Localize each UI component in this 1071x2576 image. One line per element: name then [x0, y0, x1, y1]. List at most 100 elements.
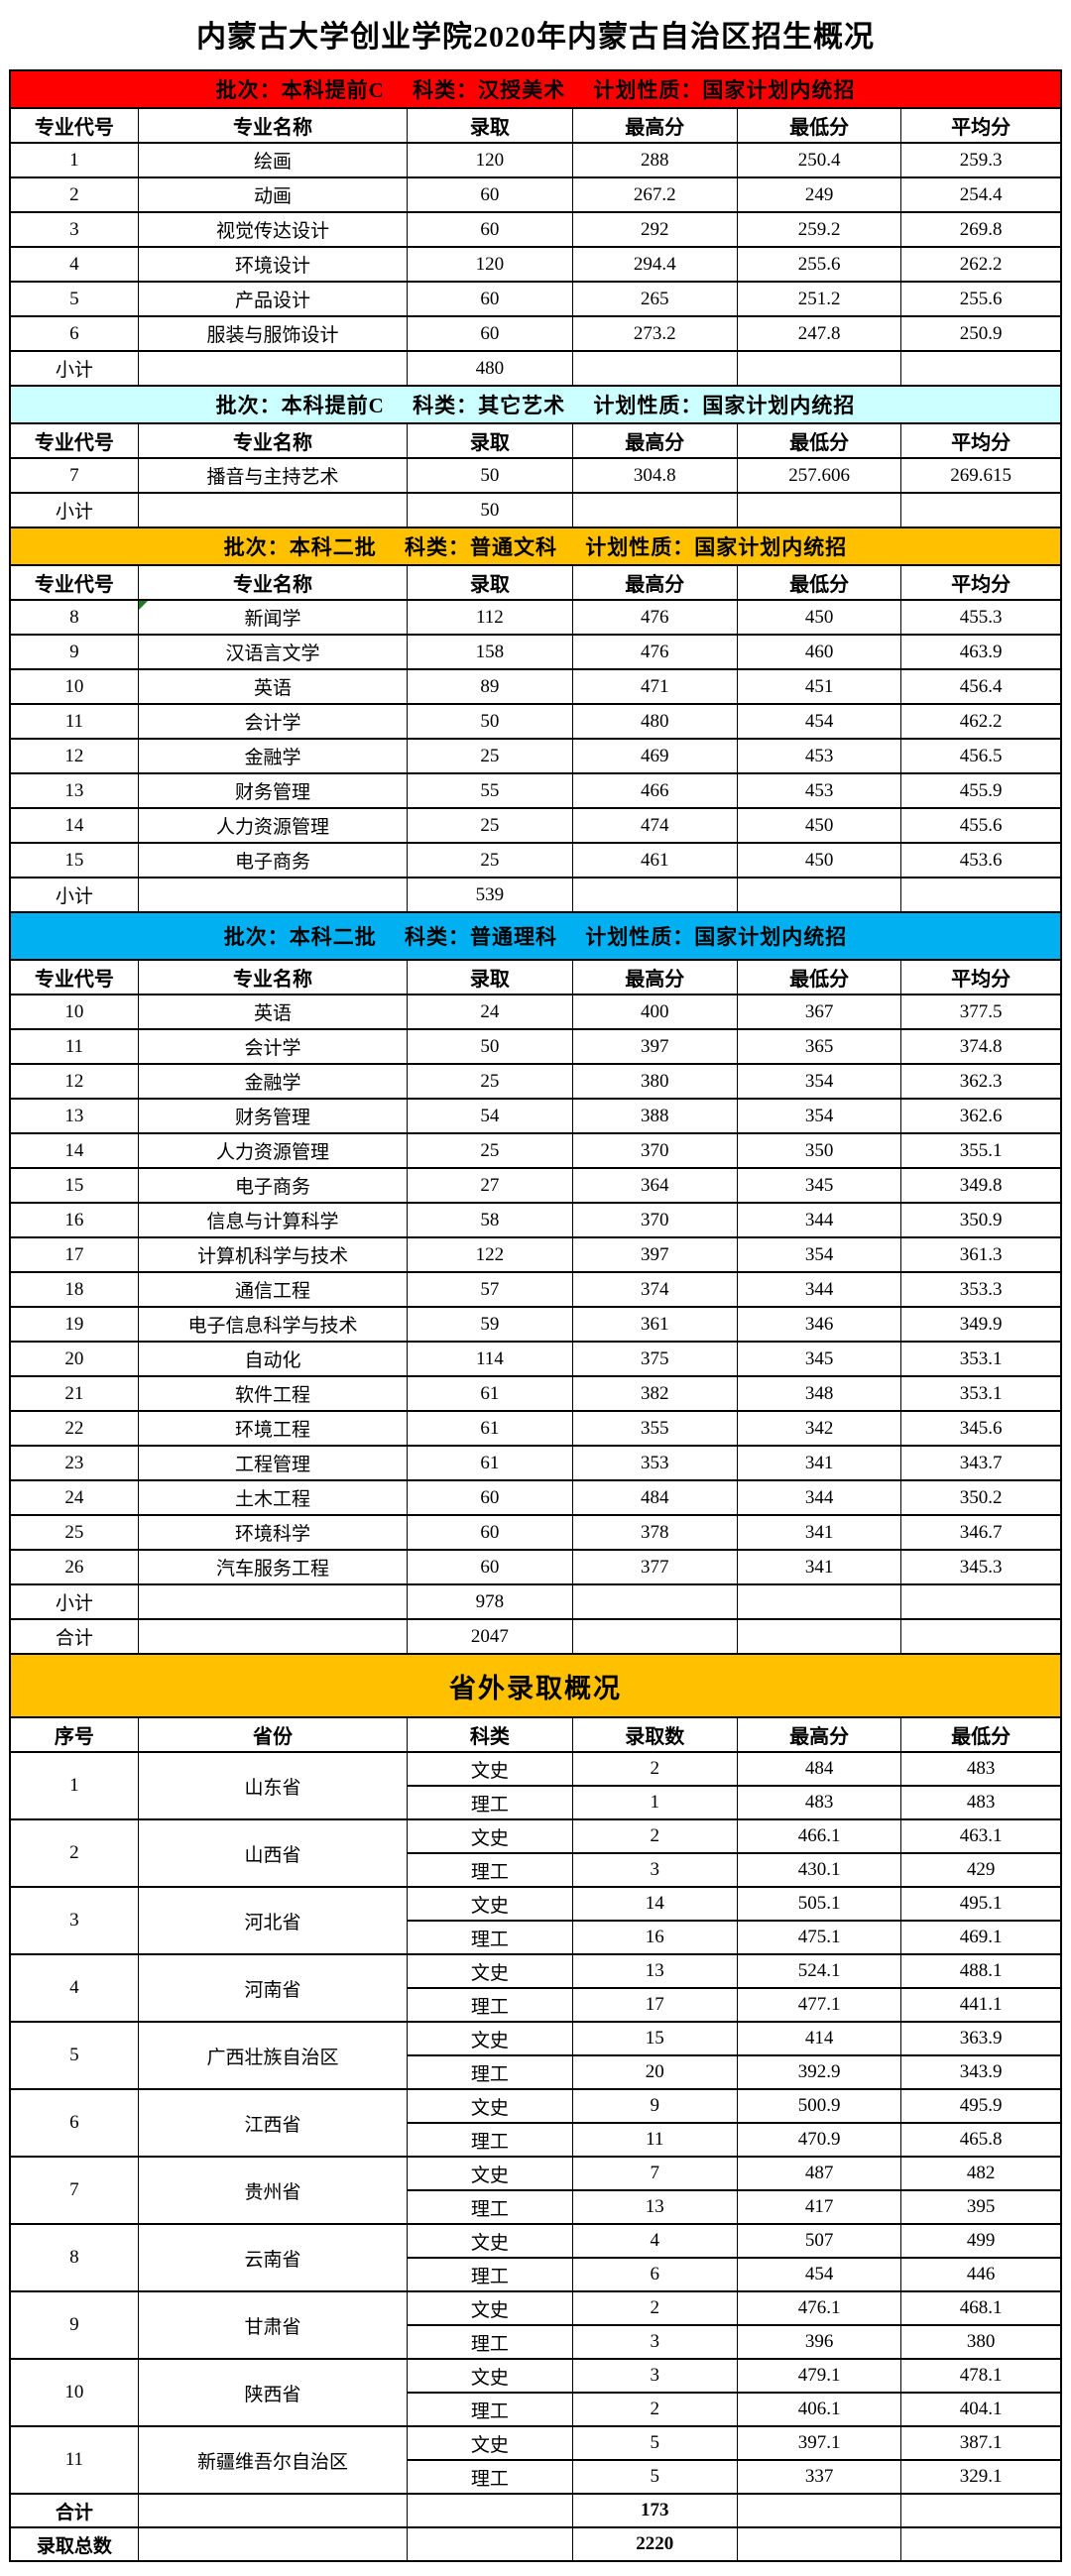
table-cell: 343.9 [900, 2054, 1062, 2090]
table-cell [571, 1583, 738, 1620]
table-cell: 349.8 [900, 1167, 1062, 1204]
table-cell: 450 [736, 599, 902, 636]
table-cell: 16 [9, 1202, 139, 1238]
table-cell: 294.4 [571, 246, 738, 283]
page-title: 内蒙古大学创业学院2020年内蒙古自治区招生概况 [196, 21, 875, 54]
subject-type-cell: 理工 [407, 1785, 573, 1820]
table-cell: 89 [407, 668, 573, 705]
table-cell: 8 [9, 599, 139, 636]
table-cell [900, 492, 1062, 528]
column-header: 最低分 [736, 107, 902, 144]
column-header: 最低分 [736, 564, 902, 601]
column-header-row: 专业代号 专业名称 录取 最高分 最低分 平均分 [9, 422, 1062, 459]
subject-type-cell: 文史 [407, 2088, 573, 2124]
province-row: 5 广西壮族自治区 文史 15 414 363.9 [9, 2021, 1062, 2090]
major-row: 12 金融学 25 469 453 456.5 [9, 738, 1062, 774]
table-cell: 2 [571, 2290, 738, 2326]
major-row: 2 动画 60 267.2 249 254.4 [9, 176, 1062, 213]
table-cell: 499 [900, 2223, 1062, 2259]
table-cell: 11 [9, 703, 139, 740]
major-row: 8 新闻学 112 476 450 455.3 [9, 599, 1062, 636]
table-cell: 50 [407, 492, 573, 528]
column-header: 最低分 [900, 1716, 1062, 1753]
column-header: 最低分 [736, 422, 902, 459]
major-row: 13 财务管理 54 388 354 362.6 [9, 1098, 1062, 1134]
table-cell: 112 [407, 599, 573, 636]
table-cell: 新闻学 [137, 599, 409, 636]
major-row: 11 会计学 50 480 454 462.2 [9, 703, 1062, 740]
column-header: 最高分 [571, 107, 738, 144]
table-cell: 55 [407, 772, 573, 809]
subject-type-cell: 理工 [407, 2054, 573, 2090]
table-cell [571, 492, 738, 528]
table-cell: 978 [407, 1583, 573, 1620]
province-row: 3 河北省 文史 14 505.1 495.1 [9, 1886, 1062, 1955]
table-cell: 344 [736, 1479, 902, 1516]
table-cell [407, 2526, 573, 2562]
table-cell: 361 [571, 1306, 738, 1343]
table-cell: 7 [571, 2156, 738, 2191]
province-row: 1 山东省 文史 2 484 483 [9, 1751, 1062, 1820]
major-row: 16 信息与计算科学 58 370 344 350.9 [9, 1202, 1062, 1238]
province-index: 7 [9, 2156, 139, 2225]
table-cell: 350 [736, 1132, 902, 1169]
major-row: 11 会计学 50 397 365 374.8 [9, 1028, 1062, 1065]
table-cell: 26 [9, 1549, 139, 1585]
table-cell: 345.3 [900, 1549, 1062, 1585]
table-cell: 470.9 [736, 2122, 902, 2158]
subject-type-cell: 理工 [407, 1920, 573, 1955]
table-cell: 2 [571, 1751, 738, 1787]
table-cell: 377.5 [900, 994, 1062, 1030]
table-cell: 会计学 [137, 703, 409, 740]
table-cell: 英语 [137, 994, 409, 1030]
table-cell: 6 [9, 315, 139, 352]
column-header: 省份 [137, 1716, 409, 1753]
table-cell: 20 [9, 1341, 139, 1377]
column-header: 录取 [407, 959, 573, 995]
table-cell [137, 877, 409, 913]
table-cell: 455.3 [900, 599, 1062, 636]
province-index: 10 [9, 2358, 139, 2427]
table-cell: 387.1 [900, 2425, 1062, 2461]
table-cell: 476 [571, 599, 738, 636]
admissions-table-body: 批次：本科提前C 科类：汉授美术 计划性质：国家计划内统招 专业代号 专业名称 录取最… [9, 69, 1062, 2562]
major-row: 12 金融学 25 380 354 362.3 [9, 1063, 1062, 1100]
table-cell: 363.9 [900, 2021, 1062, 2056]
table-cell: 364 [571, 1167, 738, 1204]
table-cell: 11 [9, 1028, 139, 1065]
column-header: 平均分 [900, 959, 1062, 995]
province-index: 3 [9, 1886, 139, 1955]
table-cell: 524.1 [736, 1953, 902, 1989]
table-cell: 353.1 [900, 1375, 1062, 1412]
subject-type-cell: 理工 [407, 2189, 573, 2225]
subject-type-cell: 文史 [407, 2425, 573, 2461]
column-header: 专业名称 [137, 564, 409, 601]
table-cell: 259.2 [736, 211, 902, 248]
table-cell: 25 [407, 738, 573, 774]
table-cell: 13 [571, 1953, 738, 1989]
table-cell: 406.1 [736, 2392, 902, 2427]
major-row: 10 英语 89 471 451 456.4 [9, 668, 1062, 705]
table-cell: 475.1 [736, 1920, 902, 1955]
table-cell: 344 [736, 1271, 902, 1308]
table-cell: 24 [9, 1479, 139, 1516]
table-cell [137, 350, 409, 387]
table-cell: 476 [571, 634, 738, 670]
table-cell: 414 [736, 2021, 902, 2056]
province-name: 山东省 [137, 1751, 409, 1820]
province-name: 新疆维吾尔自治区 [137, 2425, 409, 2495]
table-cell: 14 [9, 1132, 139, 1169]
major-row: 25 环境科学 60 378 341 346.7 [9, 1514, 1062, 1551]
subject-type-cell: 文史 [407, 2358, 573, 2394]
province-row: 理工 11 470.9 465.8 [10, 2122, 1062, 2158]
table-cell: 461 [571, 842, 738, 878]
table-cell: 450 [736, 842, 902, 878]
table-cell: 人力资源管理 [137, 807, 409, 844]
table-cell: 417 [736, 2189, 902, 2225]
table-cell: 土木工程 [137, 1479, 409, 1516]
subject-type-cell: 文史 [407, 2156, 573, 2191]
column-header: 专业代号 [9, 422, 139, 459]
table-cell: 477.1 [736, 1987, 902, 2023]
table-cell [571, 1618, 738, 1655]
table-cell [137, 1618, 409, 1655]
